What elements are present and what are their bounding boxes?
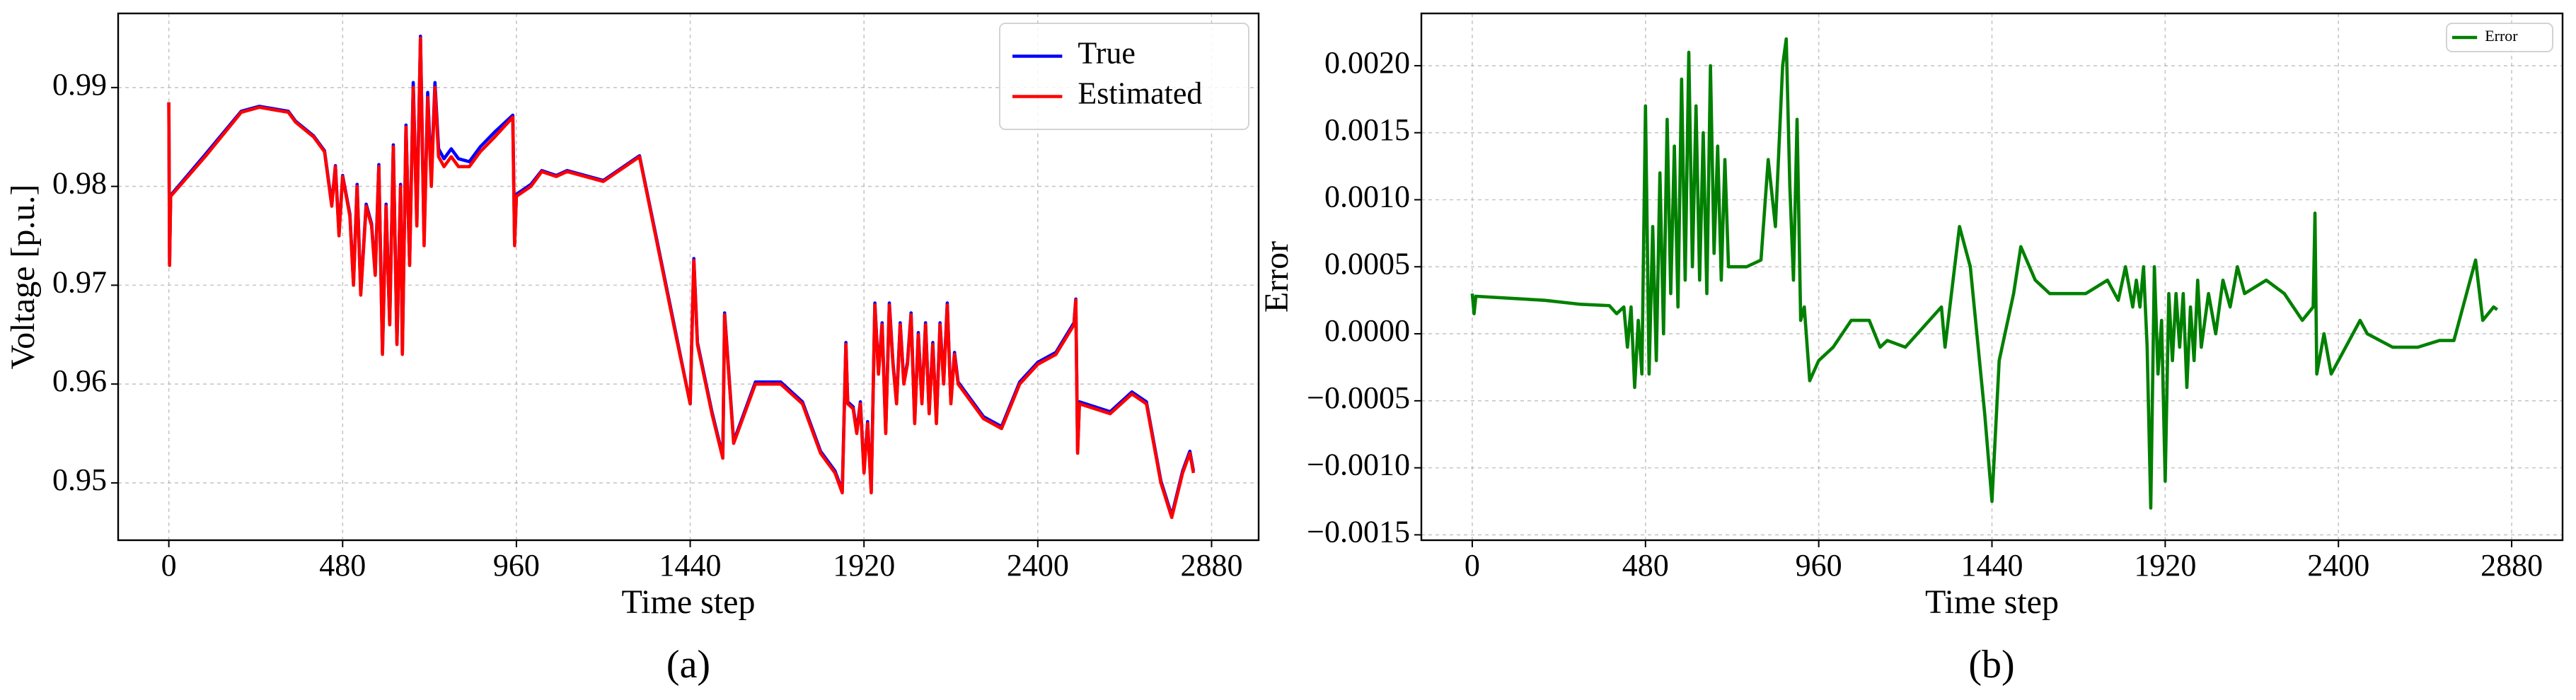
x-tick-label: 1920: [2134, 548, 2196, 583]
x-axis-label: Time step: [622, 583, 756, 621]
caption: (a): [666, 643, 710, 687]
y-tick-label: 0.98: [52, 166, 107, 201]
y-tick-label: 0.96: [52, 363, 107, 398]
x-tick-label: 960: [1796, 548, 1842, 583]
legend-box: [999, 23, 1249, 130]
legend-label: Estimated: [1078, 76, 1202, 111]
x-tick-label: 0: [161, 548, 177, 583]
plot-frame: [117, 12, 1260, 542]
x-tick-label: 1440: [1961, 548, 2023, 583]
y-tick-label: −0.0005: [1307, 380, 1410, 415]
x-tick-label: 2880: [1180, 548, 1242, 583]
plot-frame: [1420, 12, 2564, 542]
y-tick-label: −0.0010: [1307, 448, 1410, 482]
x-tick-label: 1920: [833, 548, 895, 583]
y-tick-label: −0.0015: [1307, 515, 1410, 549]
legend-label: Error: [2485, 27, 2518, 45]
x-tick-label: 2400: [1007, 548, 1069, 583]
y-tick-label: 0.97: [52, 264, 107, 299]
series-line: [1470, 37, 2499, 510]
x-tick-label: 0: [1465, 548, 1480, 583]
legend-label: True: [1078, 36, 1136, 71]
x-tick-label: 480: [1622, 548, 1669, 583]
y-tick-label: 0.99: [52, 67, 107, 102]
y-tick-label: 0.0020: [1324, 45, 1410, 80]
x-tick-label: 960: [493, 548, 540, 583]
y-tick-label: 0.0000: [1324, 313, 1410, 348]
y-tick-label: 0.0010: [1324, 180, 1410, 214]
x-tick-label: 1440: [659, 548, 722, 583]
y-axis-label: Voltage [p.u.]: [4, 185, 42, 370]
y-tick-label: 0.0005: [1324, 246, 1410, 281]
series-line: [167, 36, 1196, 520]
y-axis-label: Error: [1258, 241, 1295, 313]
x-tick-label: 2880: [2480, 548, 2543, 583]
x-tick-label: 2400: [2307, 548, 2369, 583]
y-tick-label: 0.95: [52, 462, 107, 497]
caption: (b): [1968, 643, 2014, 687]
x-tick-label: 480: [319, 548, 366, 583]
legend-box: [2446, 23, 2553, 52]
x-axis-label: Time step: [1925, 583, 2059, 621]
y-tick-label: 0.0015: [1324, 112, 1410, 147]
